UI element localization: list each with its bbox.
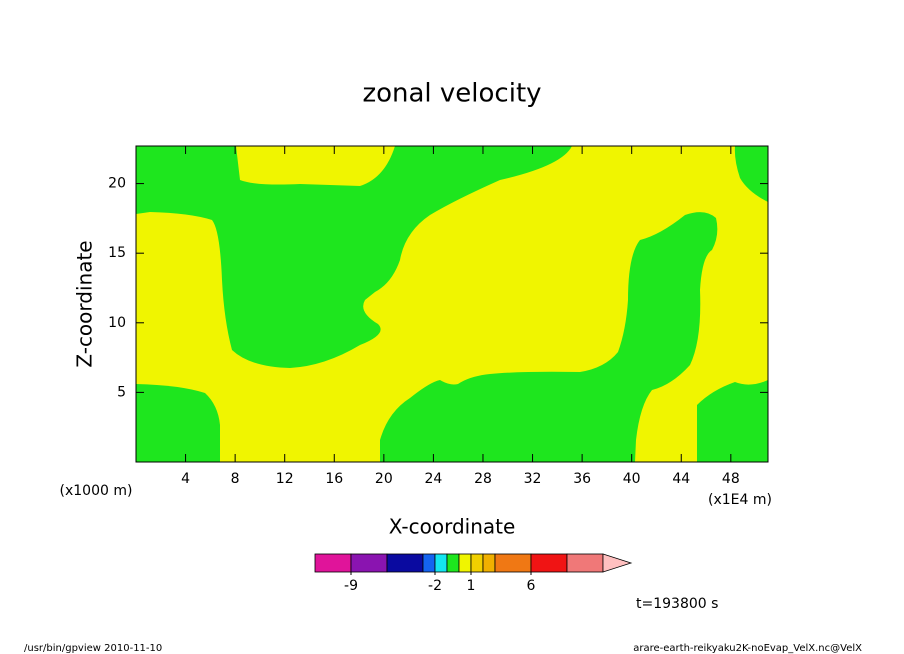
x-axis-label: X-coordinate	[389, 515, 516, 539]
contour-region	[734, 146, 768, 202]
chart-title: zonal velocity	[362, 79, 541, 109]
colorbar-box	[350, 553, 388, 573]
y-axis-label: Z-coordinate	[73, 240, 97, 367]
x-tick-label: 16	[325, 471, 343, 487]
x-tick-label: 12	[276, 471, 294, 487]
contour-regions	[136, 146, 768, 462]
x-tick-label: 8	[231, 471, 240, 487]
contour-region	[697, 380, 768, 462]
colorbar-tick-label: -9	[344, 578, 358, 594]
colorbar-box	[434, 553, 448, 573]
x-tick-label: 24	[424, 471, 442, 487]
contour-region	[136, 384, 220, 462]
colorbar-box	[458, 553, 472, 573]
contour-region	[380, 212, 718, 462]
colorbar-box	[566, 553, 604, 573]
y-tick-label: 5	[117, 384, 126, 400]
colorbar-extension	[602, 553, 633, 573]
footer-left: /usr/bin/gpview 2010-11-10	[24, 643, 162, 654]
y-tick-label: 15	[108, 245, 126, 261]
y-tick-label: 20	[108, 176, 126, 192]
y-tick-label: 10	[108, 315, 126, 331]
colorbar-box	[470, 553, 484, 573]
x-tick-label: 40	[623, 471, 641, 487]
x-tick-label: 48	[722, 471, 740, 487]
x-unit: (x1E4 m)	[708, 492, 772, 508]
footer-right: arare-earth-reikyaku2K-noEvap_VelX.nc@Ve…	[633, 643, 862, 654]
x-tick-label: 36	[573, 471, 591, 487]
plot-frame	[135, 145, 769, 463]
colorbar-box	[386, 553, 424, 573]
colorbar-box	[482, 553, 496, 573]
x-tick-label: 28	[474, 471, 492, 487]
y-unit: (x1000 m)	[60, 483, 133, 499]
colorbar-box	[422, 553, 436, 573]
colorbar-box	[494, 553, 532, 573]
colorbar-box	[530, 553, 568, 573]
colorbar-tick-label: -2	[428, 578, 442, 594]
time-label: t=193800 s	[636, 596, 718, 612]
colorbar-box	[314, 553, 352, 573]
colorbar-tick-label: 1	[467, 578, 476, 594]
contour-region	[136, 146, 572, 368]
x-tick-label: 4	[181, 471, 190, 487]
x-tick-label: 44	[672, 471, 690, 487]
colorbar-tick-label: 6	[527, 578, 536, 594]
x-tick-label: 20	[375, 471, 393, 487]
colorbar-box	[446, 553, 460, 573]
x-tick-label: 32	[524, 471, 542, 487]
